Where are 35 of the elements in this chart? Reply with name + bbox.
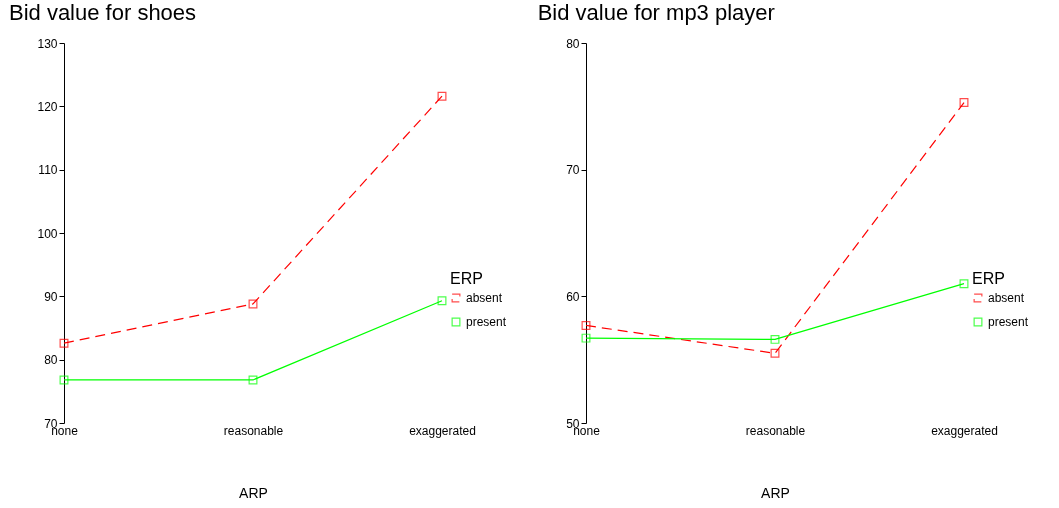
x-tick-label: exaggerated xyxy=(931,423,998,438)
y-tick-label: 90 xyxy=(44,289,58,304)
legend-title: ERP xyxy=(972,270,1005,287)
y-tick-label: 120 xyxy=(37,99,58,114)
x-tick-label: reasonable xyxy=(745,423,806,438)
point xyxy=(59,375,69,385)
y-tick-label: 70 xyxy=(566,163,580,178)
x-tick-label: reasonable xyxy=(223,423,284,438)
y-tick-label: 110 xyxy=(38,163,58,178)
legend-title: ERP xyxy=(450,270,483,287)
point xyxy=(770,334,780,344)
point xyxy=(59,338,69,348)
y-tick-label: 80 xyxy=(566,36,580,51)
x-axis-title: ARP xyxy=(239,484,268,501)
x-tick-label: exaggerated xyxy=(409,423,476,438)
chart-title: Bid value for mp3 player xyxy=(537,0,775,25)
x-axis-title: ARP xyxy=(761,484,790,501)
point xyxy=(437,91,447,101)
point xyxy=(581,333,591,343)
y-tick-label: 80 xyxy=(44,353,58,368)
point xyxy=(437,296,447,306)
legend-label: present xyxy=(466,315,507,329)
point xyxy=(959,279,969,289)
legend-label: absent xyxy=(466,291,503,305)
legend-label: present xyxy=(988,315,1029,329)
point xyxy=(770,348,780,358)
point xyxy=(581,320,591,330)
y-tick-label: 100 xyxy=(37,226,58,241)
point xyxy=(248,375,258,385)
point xyxy=(248,299,258,309)
point xyxy=(959,98,969,108)
chart-title: Bid value for shoes xyxy=(8,0,197,25)
y-tick-label: 130 xyxy=(37,36,58,51)
legend-label: absent xyxy=(988,291,1025,305)
y-tick-label: 60 xyxy=(566,289,580,304)
